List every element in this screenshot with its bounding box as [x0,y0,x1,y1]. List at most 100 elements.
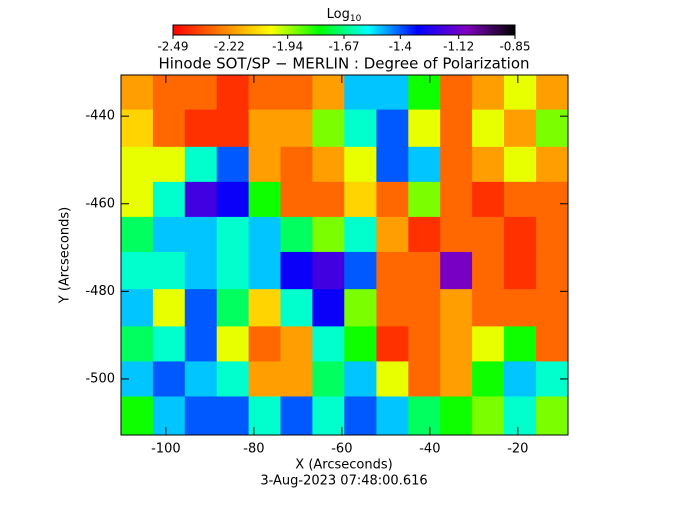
heatmap-cell [121,396,154,435]
heatmap-cell [121,216,154,253]
heatmap-cell [184,181,218,218]
heatmap-cell [376,361,409,397]
heatmap-cell [536,75,568,111]
x-tick-label: -60 [331,442,352,457]
heatmap-cell [152,146,186,183]
heatmap-cell [184,361,218,397]
heatmap-cell [440,181,473,218]
heatmap-cell [472,181,505,218]
heatmap-cell [312,216,345,253]
colorbar-tick-label: -1.12 [443,40,474,54]
heatmap-cell [503,146,537,183]
heatmap-cell [121,109,154,148]
heatmap-cell [503,109,537,148]
heatmap-cell [216,289,250,327]
heatmap-cell [440,289,473,327]
x-tick-label: -40 [419,442,440,457]
heatmap-cell [440,251,473,290]
heatmap-cell [408,361,441,397]
y-tick-label: -460 [85,196,115,211]
heatmap-cell [312,109,345,148]
heatmap-cell [472,396,505,435]
heatmap-cell [408,181,441,218]
heatmap-cell [536,326,568,362]
heatmap-cell [248,109,281,148]
heatmap-cell [472,361,505,397]
heatmap-cell [472,109,505,148]
heatmap-cell [216,326,250,362]
heatmap-cell [536,396,568,435]
heatmap-cell [376,109,409,148]
heatmap-cell [121,146,154,183]
heatmap-cell [121,251,154,290]
heatmap-cell [344,289,377,327]
heatmap-cell [440,326,473,362]
heatmap-cell [248,251,281,290]
heatmap-cell [280,216,313,253]
heatmap-cell [344,75,377,111]
heatmap-cell [280,181,313,218]
heatmap-cell [376,75,409,111]
heatmap-cell [184,109,218,148]
heatmap-cell [280,75,313,111]
heatmap-cell [312,326,345,362]
heatmap-cell [503,396,537,435]
heatmap-cell [503,289,537,327]
colorbar-tick-label: -0.85 [499,40,530,54]
heatmap-cell [216,181,250,218]
heatmap-cell [408,326,441,362]
heatmap-cell [503,75,537,111]
heatmap-cell [184,289,218,327]
heatmap-cell [536,289,568,327]
heatmap-cell [216,75,250,111]
heatmap-cell [472,216,505,253]
heatmap-cell [152,396,186,435]
colorbar-label: Log10 [327,7,362,24]
heatmap-cell [248,181,281,218]
heatmap-cell [121,326,154,362]
heatmap-cell [472,251,505,290]
heatmap-cell [503,181,537,218]
heatmap-cell [152,326,186,362]
heatmap-cell [312,361,345,397]
heatmap-cell [408,396,441,435]
heatmap-cell [216,396,250,435]
plot-frame [120,74,569,436]
heatmap-cell [536,181,568,218]
colorbar-tick-label: -2.22 [214,40,245,54]
heatmap-cell [536,216,568,253]
heatmap-cell [376,289,409,327]
heatmap-cell [184,326,218,362]
heatmap-cell [344,216,377,253]
heatmap-cell [440,109,473,148]
heatmap-cell [408,75,441,111]
heatmap-cell [280,326,313,362]
heatmap-cell [440,396,473,435]
heatmap-cell [152,361,186,397]
heatmap-cell [280,251,313,290]
colorbar-tick-label: -2.49 [157,40,188,54]
heatmap-cell [216,109,250,148]
heatmap-cell [408,146,441,183]
heatmap-cell [536,146,568,183]
heatmap-cell [503,251,537,290]
colorbar-tick-label: -1.67 [328,40,359,54]
heatmap-cell [280,146,313,183]
heatmap-cell [184,216,218,253]
heatmap-cell [376,181,409,218]
heatmap-cell [312,251,345,290]
heatmap-cell [408,109,441,148]
heatmap-cell [536,109,568,148]
x-tick-label: -100 [151,442,181,457]
heatmap-cell [344,181,377,218]
heatmap-cell [536,251,568,290]
heatmap-cell [216,361,250,397]
x-tick-label: -80 [243,442,264,457]
heatmap-cell [121,75,154,111]
heatmap-cell [152,216,186,253]
colorbar-tick-label: -1.94 [272,40,303,54]
y-tick-label: -440 [85,109,115,124]
heatmap-cell [440,361,473,397]
heatmap-cell [503,216,537,253]
heatmap-cell [216,251,250,290]
